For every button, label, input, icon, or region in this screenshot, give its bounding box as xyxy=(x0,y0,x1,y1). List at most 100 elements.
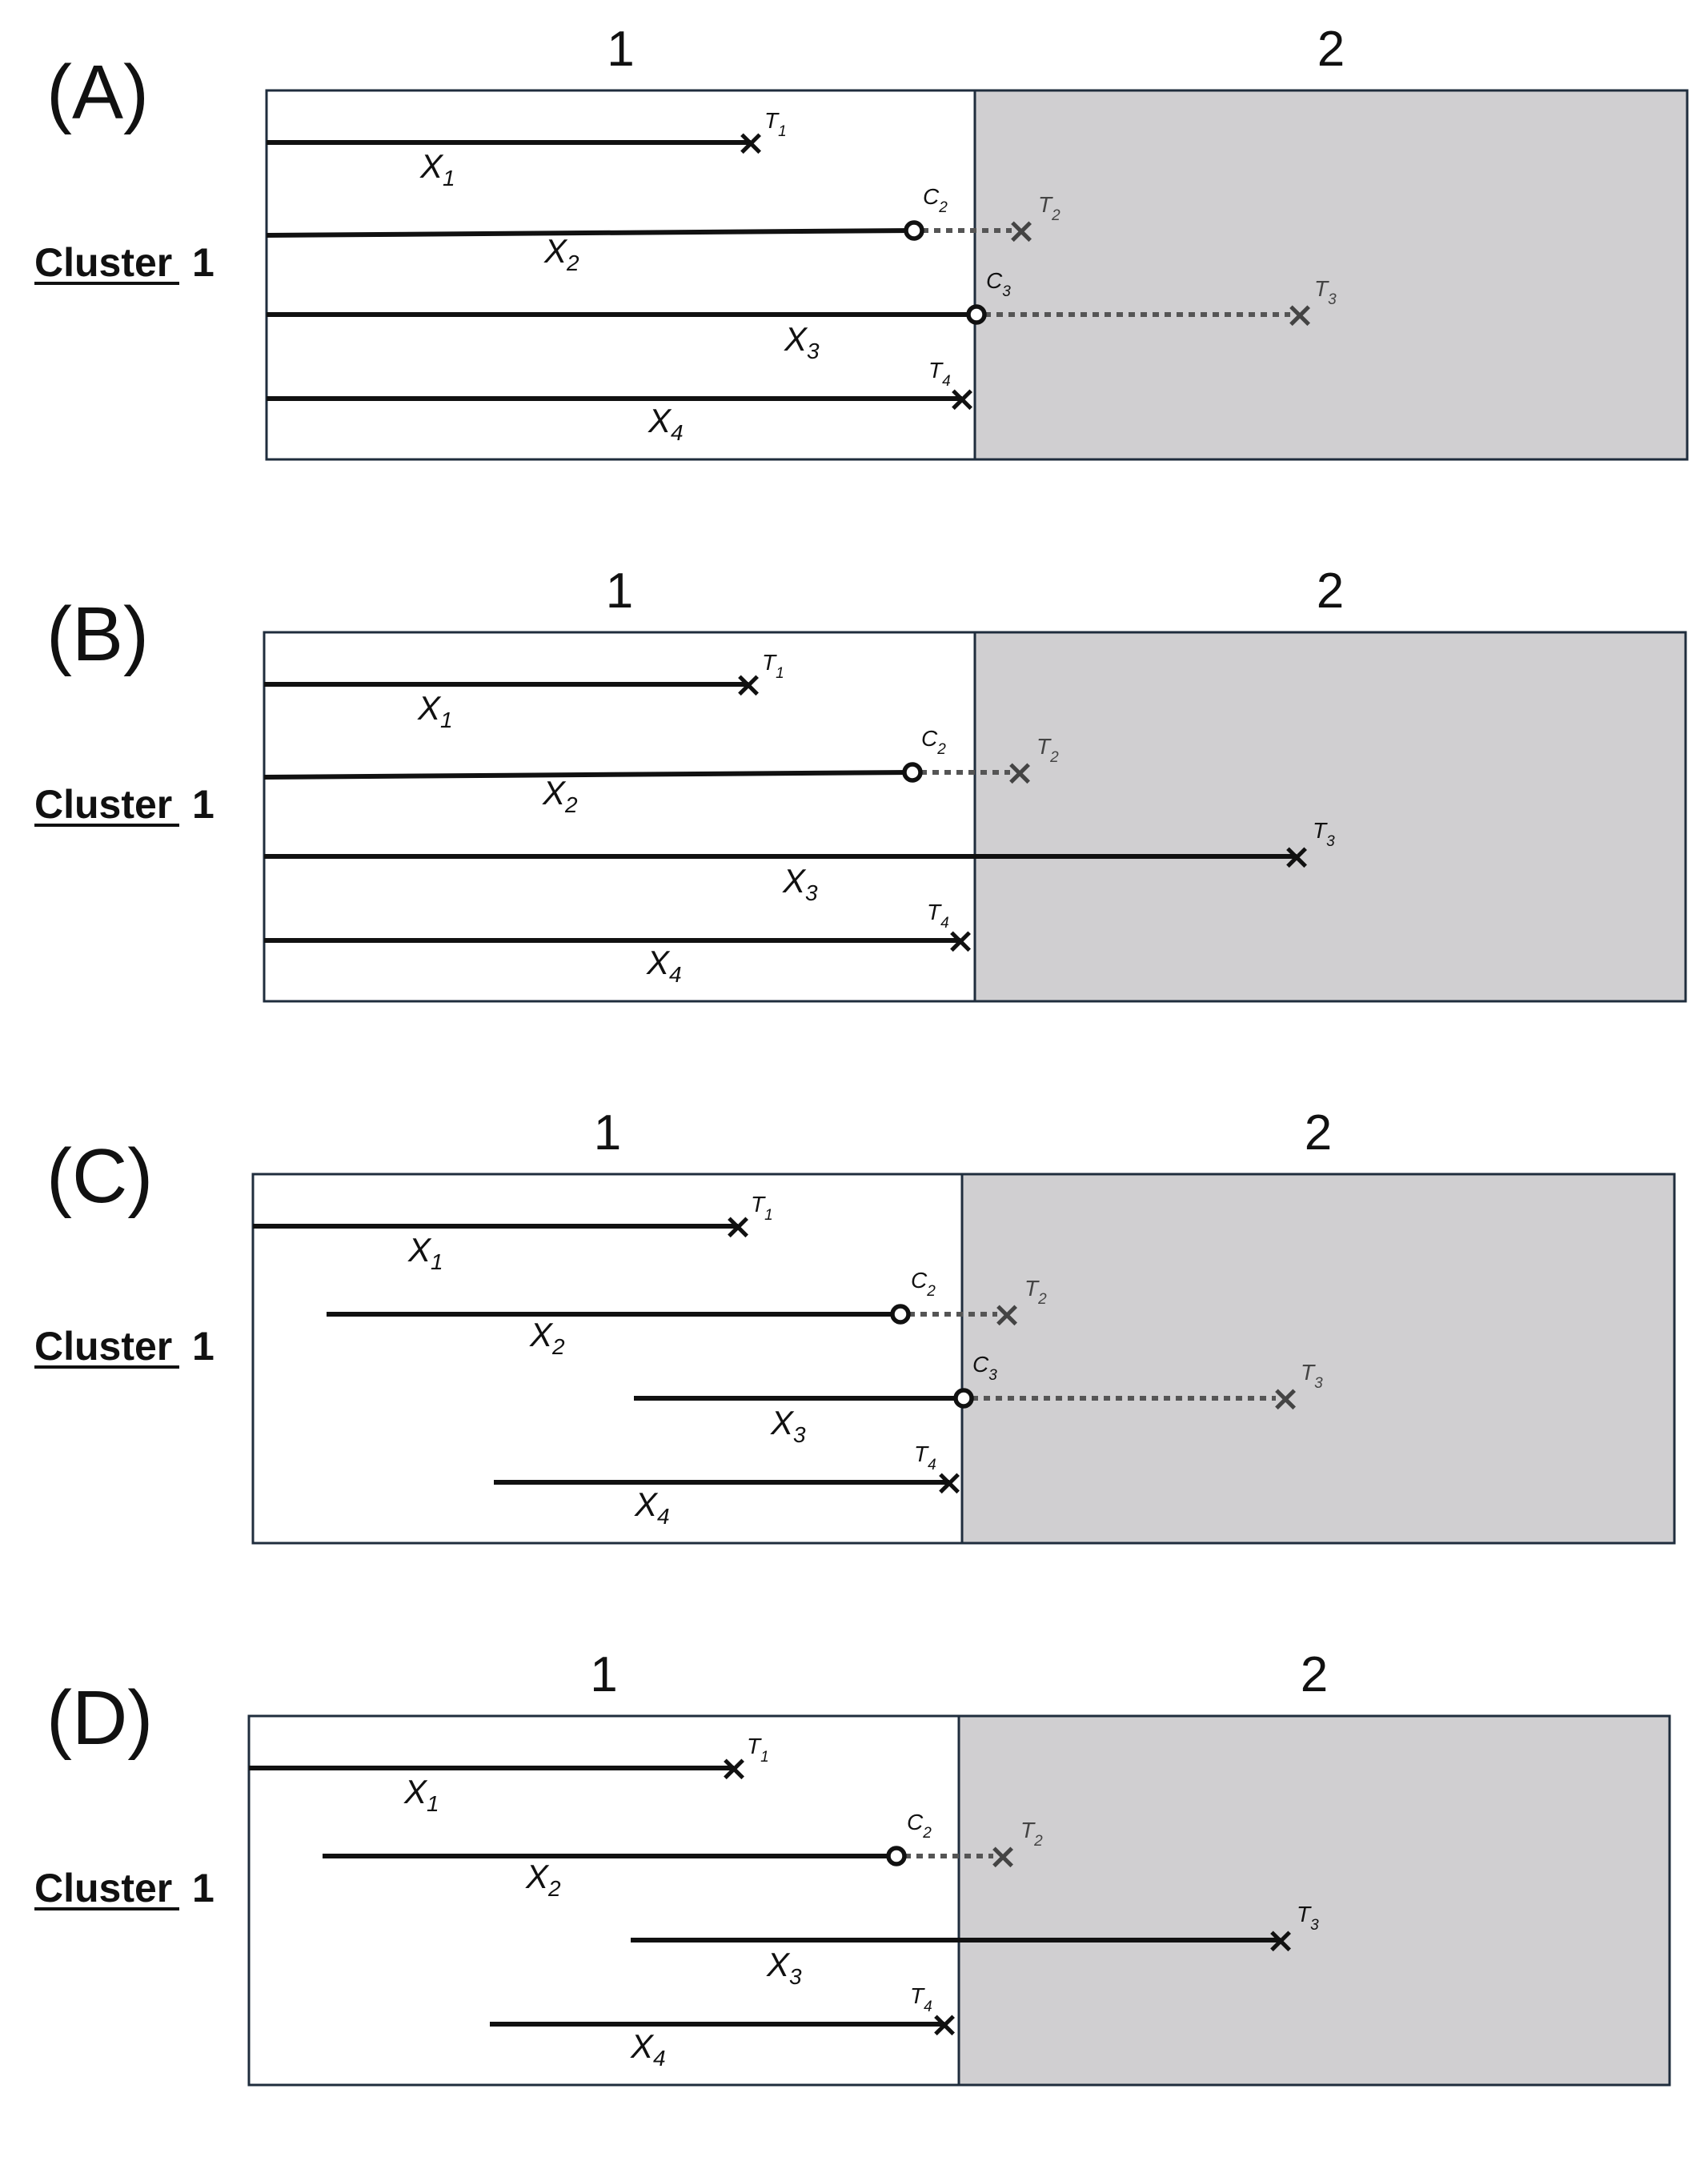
subject-2: × C2 T2 X2 xyxy=(323,1810,1043,1901)
period-1-box xyxy=(265,89,976,461)
event-x-marker: × xyxy=(946,920,976,961)
event-x-marker: × xyxy=(988,1836,1018,1877)
event-x-marker: × xyxy=(1007,210,1036,251)
censor-circle-marker xyxy=(966,304,987,325)
subject-time-label: X2 xyxy=(529,1316,565,1359)
subject-4: ×T4 X4 xyxy=(267,358,976,445)
subject-time-label: X2 xyxy=(525,1858,561,1901)
period-2-box xyxy=(973,89,1689,461)
event-label: T4 xyxy=(914,1441,936,1473)
period-2-label: 2 xyxy=(1317,563,1344,619)
observed-line xyxy=(266,228,915,238)
cluster-number: 1 xyxy=(192,1866,215,1910)
subject-time-label: X3 xyxy=(784,320,820,363)
event-x-marker: × xyxy=(948,379,977,419)
censor-label: C3 xyxy=(986,268,1011,300)
period-1-box xyxy=(247,1714,960,2087)
subject-1: ×T1 X1 xyxy=(264,650,784,732)
subject-3: ×T3 X3 xyxy=(264,818,1335,905)
cluster-number: 1 xyxy=(192,240,215,285)
subject-time-label: X1 xyxy=(407,1231,443,1274)
event-x-marker: × xyxy=(992,1294,1022,1335)
event-x-marker: × xyxy=(1285,295,1315,335)
censor-circle-marker xyxy=(886,1846,907,1866)
censor-circle-marker xyxy=(953,1388,974,1409)
subject-time-label: X1 xyxy=(403,1773,439,1816)
observed-line xyxy=(263,770,913,780)
event-label: T3 xyxy=(1314,276,1337,308)
cluster-label: Cluster 1 xyxy=(34,240,215,285)
censor-circle-marker xyxy=(902,762,923,783)
event-x-marker: × xyxy=(736,122,766,163)
subject-time-label: X2 xyxy=(543,232,579,275)
subject-3: × C3 T3 X3 xyxy=(634,1352,1323,1447)
panel-letter: (A) xyxy=(46,50,149,135)
event-x-marker: × xyxy=(724,1206,753,1247)
cluster-word: Cluster xyxy=(34,240,172,285)
subject-2: × C2 T2 X2 xyxy=(327,1268,1047,1359)
subject-time-label: X4 xyxy=(630,2027,666,2071)
event-x-marker: × xyxy=(734,664,764,705)
subject-time-label: X2 xyxy=(542,774,578,817)
censor-label: C2 xyxy=(923,184,948,216)
panel-letter: (D) xyxy=(46,1675,153,1761)
censor-label: C2 xyxy=(921,726,946,758)
period-2-label: 2 xyxy=(1301,1647,1328,1702)
panel-letter: (C) xyxy=(46,1133,153,1219)
subject-time-label: X3 xyxy=(770,1404,806,1447)
cluster-label: Cluster 1 xyxy=(34,782,215,827)
period-2-label: 2 xyxy=(1317,22,1345,77)
subject-4: ×T4 X4 xyxy=(490,1983,959,2071)
subject-time-label: X1 xyxy=(419,147,455,190)
period-1-label: 1 xyxy=(594,1105,621,1161)
cluster-label: Cluster 1 xyxy=(34,1324,215,1369)
subject-1: ×T1 X1 xyxy=(253,1192,773,1274)
period-1-label: 1 xyxy=(590,1647,617,1702)
event-label: T4 xyxy=(927,900,949,932)
subject-4: ×T4 X4 xyxy=(494,1441,964,1529)
cluster-number: 1 xyxy=(192,782,215,827)
subject-1: ×T1 X1 xyxy=(267,108,787,190)
event-x-marker: × xyxy=(935,1462,964,1503)
censor-label: C2 xyxy=(911,1268,936,1300)
event-x-marker: × xyxy=(1266,1920,1296,1961)
subject-time-label: X1 xyxy=(417,689,453,732)
panel-letter: (B) xyxy=(46,591,149,677)
event-x-marker: × xyxy=(720,1748,749,1789)
event-label: T2 xyxy=(1020,1818,1043,1850)
event-label: T1 xyxy=(747,1734,769,1766)
event-label: T4 xyxy=(910,1983,932,2015)
censor-label: C2 xyxy=(907,1810,932,1842)
event-x-marker: × xyxy=(1282,836,1312,877)
period-1-box xyxy=(263,631,976,1003)
subject-2: × C2 T2 X2 xyxy=(266,184,1060,275)
event-label: T2 xyxy=(1036,734,1059,766)
cluster-word: Cluster xyxy=(34,1866,172,1910)
subject-time-label: X4 xyxy=(634,1485,670,1529)
event-x-marker: × xyxy=(1271,1378,1301,1419)
subject-time-label: X3 xyxy=(766,1946,802,1989)
censor-circle-marker xyxy=(904,220,924,241)
event-label: T2 xyxy=(1038,192,1060,224)
event-label: T1 xyxy=(762,650,784,682)
subject-3: ×T3 X3 xyxy=(631,1902,1319,1989)
subject-time-label: X4 xyxy=(646,944,682,987)
cluster-word: Cluster xyxy=(34,782,172,827)
event-label: T1 xyxy=(751,1192,773,1224)
cluster-label: Cluster 1 xyxy=(34,1866,215,1910)
period-1-box xyxy=(251,1173,964,1545)
event-x-marker: × xyxy=(930,2004,960,2045)
subject-1: ×T1 X1 xyxy=(249,1734,769,1816)
event-label: T3 xyxy=(1301,1360,1323,1392)
period-1-label: 1 xyxy=(606,563,633,619)
cluster-word: Cluster xyxy=(34,1324,172,1369)
period-2-box xyxy=(973,631,1687,1003)
event-label: T3 xyxy=(1297,1902,1319,1934)
event-label: T1 xyxy=(764,108,787,140)
subject-time-label: X4 xyxy=(648,402,684,445)
censor-label: C3 xyxy=(972,1352,997,1384)
